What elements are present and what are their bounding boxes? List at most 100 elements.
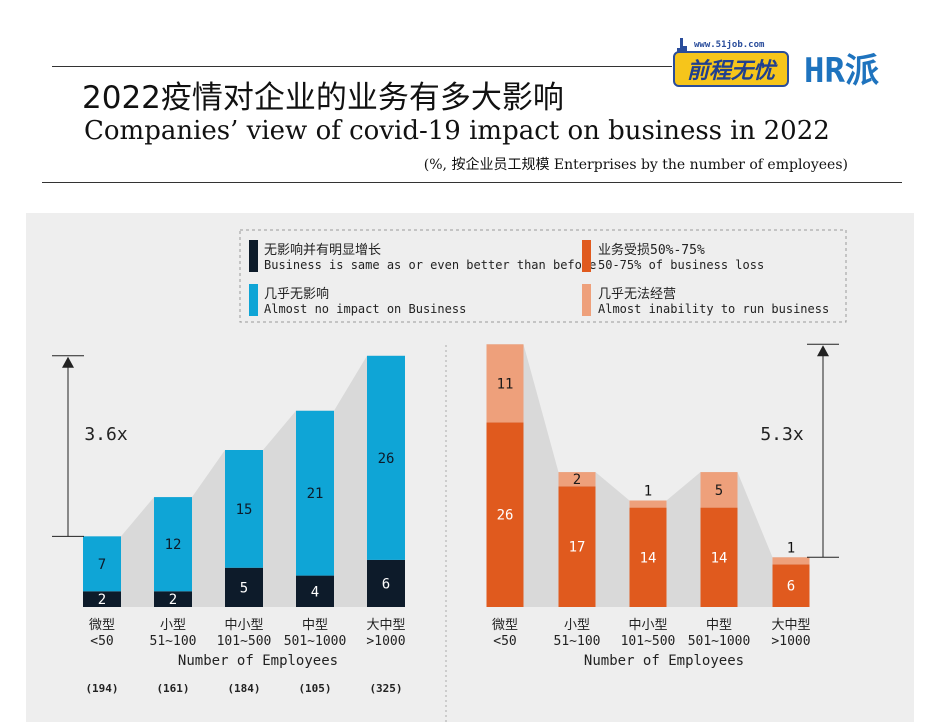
bar-segment <box>700 472 738 508</box>
bar-segment <box>486 422 524 607</box>
data-label: 1 <box>787 540 795 556</box>
bar-segment <box>486 344 524 423</box>
data-label: 11 <box>497 376 514 392</box>
category-label-cn: 小型 <box>160 618 186 633</box>
legend-swatch-blue <box>249 284 258 316</box>
category-label-cn: 微型 <box>89 618 115 633</box>
sample-size-label: (194) <box>85 682 118 695</box>
bar-segment <box>629 507 667 607</box>
legend-label-en: Business is same as or even better than … <box>264 258 596 272</box>
legend-label-en: Almost inability to run business <box>598 302 829 316</box>
legend-swatch-dark <box>249 240 258 272</box>
legend: 无影响并有明显增长 Business is same as or even be… <box>239 229 847 323</box>
legend-label-cn: 业务受损50%-75% <box>598 242 705 258</box>
data-label: 2 <box>98 592 106 608</box>
sample-sizes: (194) (161) (184) (105) (325) <box>85 682 402 695</box>
legend-label-cn: 无影响并有明显增长 <box>264 242 381 258</box>
data-label: 5 <box>715 483 723 499</box>
category-label-cn: 中小型 <box>224 618 263 633</box>
bar-segment <box>225 567 263 607</box>
data-label: 14 <box>640 550 657 566</box>
logo-brand-cn: 前程无忧 <box>687 58 778 84</box>
header-rule-top <box>52 66 672 67</box>
bar-segment <box>367 559 405 607</box>
category-label: 101~500 <box>217 634 272 649</box>
data-label: 17 <box>569 540 586 556</box>
legend-swatch-peach <box>582 284 591 316</box>
data-label: 2 <box>573 472 581 488</box>
data-label: 4 <box>311 584 319 600</box>
category-label-cn: 中小型 <box>628 618 667 633</box>
sample-size-label: (184) <box>227 682 260 695</box>
subtitle: (%, 按企业员工规模 Enterprises by the number of… <box>423 157 848 173</box>
category-label-cn: 中型 <box>302 618 328 633</box>
data-label: 6 <box>382 576 390 592</box>
bar-segment <box>558 472 596 487</box>
bar-segment <box>296 410 334 576</box>
category-label: 501~1000 <box>284 634 347 649</box>
bar-segment <box>700 507 738 607</box>
data-label: 2 <box>169 592 177 608</box>
data-label: 6 <box>787 579 795 595</box>
data-label: 21 <box>307 486 324 502</box>
chart-panel <box>26 213 914 722</box>
data-label: 7 <box>98 557 106 573</box>
data-label: 1 <box>644 484 652 500</box>
51job-logo: www.51job.com 前程无忧 <box>673 38 789 87</box>
category-label-cn: 大中型 <box>771 618 810 633</box>
category-label: 51~100 <box>150 634 197 649</box>
sample-size-label: (105) <box>298 682 331 695</box>
category-label: <50 <box>493 634 516 649</box>
legend-label-cn: 几乎无影响 <box>264 286 329 302</box>
bar-segment <box>772 557 810 565</box>
range-arrow-head <box>817 345 829 357</box>
bar-segment <box>367 355 405 560</box>
category-label-cn: 小型 <box>564 618 590 633</box>
ratio-annotation: 3.6x <box>84 424 128 445</box>
data-label: 26 <box>378 451 395 467</box>
range-arrow-head <box>62 356 74 368</box>
data-label: 26 <box>497 508 514 524</box>
logo-url: www.51job.com <box>694 39 765 50</box>
title-en: Companies’ view of covid-19 impact on bu… <box>84 116 830 146</box>
bar-segment <box>154 497 192 592</box>
bar-segment <box>558 486 596 607</box>
bar-segment <box>296 575 334 607</box>
legend-label-en: 50-75% of business loss <box>598 258 764 272</box>
category-label-cn: 微型 <box>492 618 518 633</box>
data-label: 5 <box>240 580 248 596</box>
category-label: >1000 <box>771 634 810 649</box>
category-label: >1000 <box>366 634 405 649</box>
category-label: <50 <box>90 634 113 649</box>
category-label-cn: 中型 <box>706 618 732 633</box>
x-axis-label: Number of Employees <box>584 653 744 669</box>
bar-segment <box>83 536 121 592</box>
bar-segment <box>83 591 121 607</box>
title-cn: 2022疫情对企业的业务有多大影响 <box>82 80 564 116</box>
category-label: 501~1000 <box>688 634 751 649</box>
legend-label-cn: 几乎无法经营 <box>598 287 676 302</box>
sample-size-label: (325) <box>369 682 402 695</box>
category-label: 51~100 <box>554 634 601 649</box>
category-label-cn: 大中型 <box>366 618 405 633</box>
legend-swatch-orange <box>582 240 591 272</box>
data-label: 12 <box>165 537 182 553</box>
data-label: 15 <box>236 502 253 518</box>
bar-segment <box>225 450 263 568</box>
ratio-annotation: 5.3x <box>760 424 804 445</box>
x-axis-label: Number of Employees <box>178 653 338 669</box>
data-label: 14 <box>711 550 728 566</box>
hr-logo-text: HR派 <box>804 51 879 90</box>
bar-segment <box>154 591 192 607</box>
legend-label-en: Almost no impact on Business <box>264 302 466 316</box>
hand-cursor-icon <box>677 38 687 54</box>
bar-segment <box>629 500 667 508</box>
sample-size-label: (161) <box>156 682 189 695</box>
bar-segment <box>772 564 810 607</box>
hr-logo: HR派 <box>804 51 879 90</box>
header-rule-bottom <box>42 182 902 183</box>
category-label: 101~500 <box>621 634 676 649</box>
